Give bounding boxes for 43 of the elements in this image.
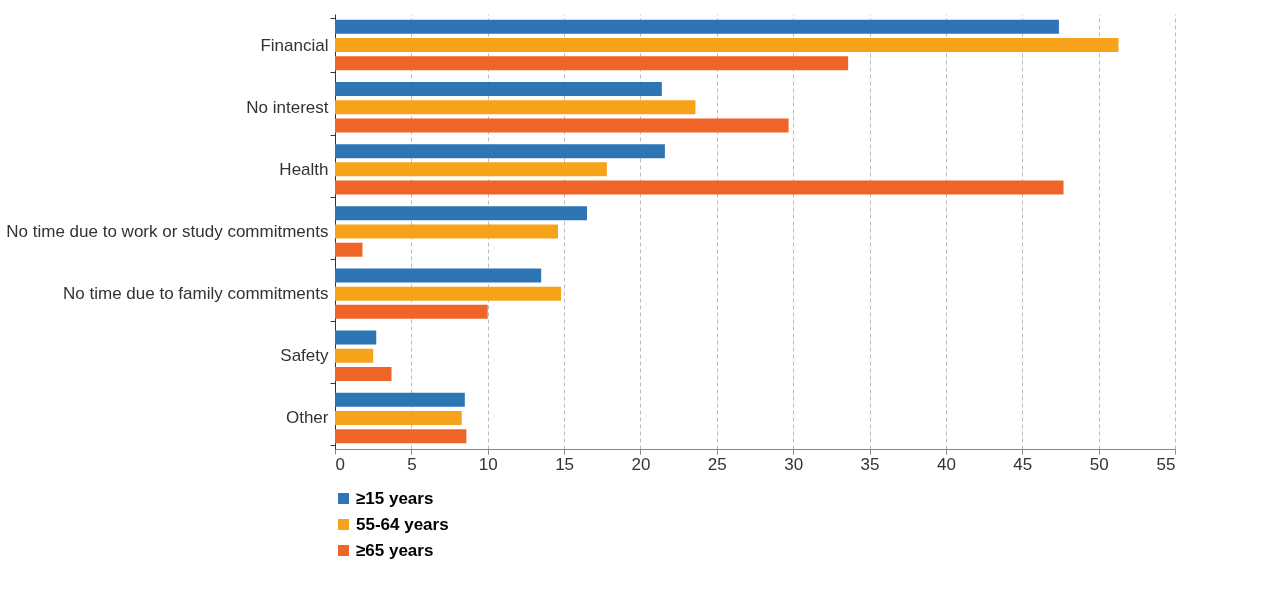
bar xyxy=(335,180,1064,195)
bar xyxy=(335,38,1119,53)
x-tick-label: 10 xyxy=(478,454,498,474)
bar xyxy=(335,81,662,96)
bar xyxy=(335,224,558,239)
y-tick-label: Financial xyxy=(260,35,329,55)
legend-label: ≥15 years xyxy=(356,488,434,508)
bar xyxy=(335,429,467,444)
legend-label: 55-64 years xyxy=(356,514,449,534)
bar xyxy=(335,392,465,407)
bar xyxy=(335,118,789,133)
y-tick-label: No time due to family commitments xyxy=(63,284,329,304)
legend-label: ≥65 years xyxy=(356,540,434,560)
bar xyxy=(335,162,607,177)
x-tick-label: 30 xyxy=(784,454,804,474)
x-tick-label: 55 xyxy=(1156,454,1176,474)
y-tick-label: No interest xyxy=(246,97,329,117)
bar xyxy=(335,242,363,257)
x-tick-label: 20 xyxy=(631,454,651,474)
bar xyxy=(335,410,462,425)
bar xyxy=(335,330,377,345)
bar xyxy=(335,367,392,382)
x-tick-label: 50 xyxy=(1089,454,1109,474)
bar xyxy=(335,286,562,301)
x-tick-label: 40 xyxy=(936,454,956,474)
y-tick-label: Health xyxy=(279,159,329,179)
y-tick-label: Other xyxy=(285,408,329,428)
bar xyxy=(335,268,542,283)
x-tick-label: 5 xyxy=(407,454,417,474)
x-tick-label: 35 xyxy=(860,454,880,474)
y-tick-label: Safety xyxy=(280,346,329,366)
bar xyxy=(335,348,374,363)
bar xyxy=(335,56,849,71)
y-tick-label: No time due to work or study commitments xyxy=(6,222,329,241)
x-tick-label: 45 xyxy=(1013,454,1033,474)
x-tick-label: 0 xyxy=(335,454,345,474)
bar xyxy=(335,304,488,319)
x-tick-label: 15 xyxy=(555,454,575,474)
x-tick-label: 25 xyxy=(707,454,727,474)
bar xyxy=(335,206,587,221)
bar xyxy=(335,19,1059,34)
bar xyxy=(335,144,665,159)
bar xyxy=(335,100,696,115)
